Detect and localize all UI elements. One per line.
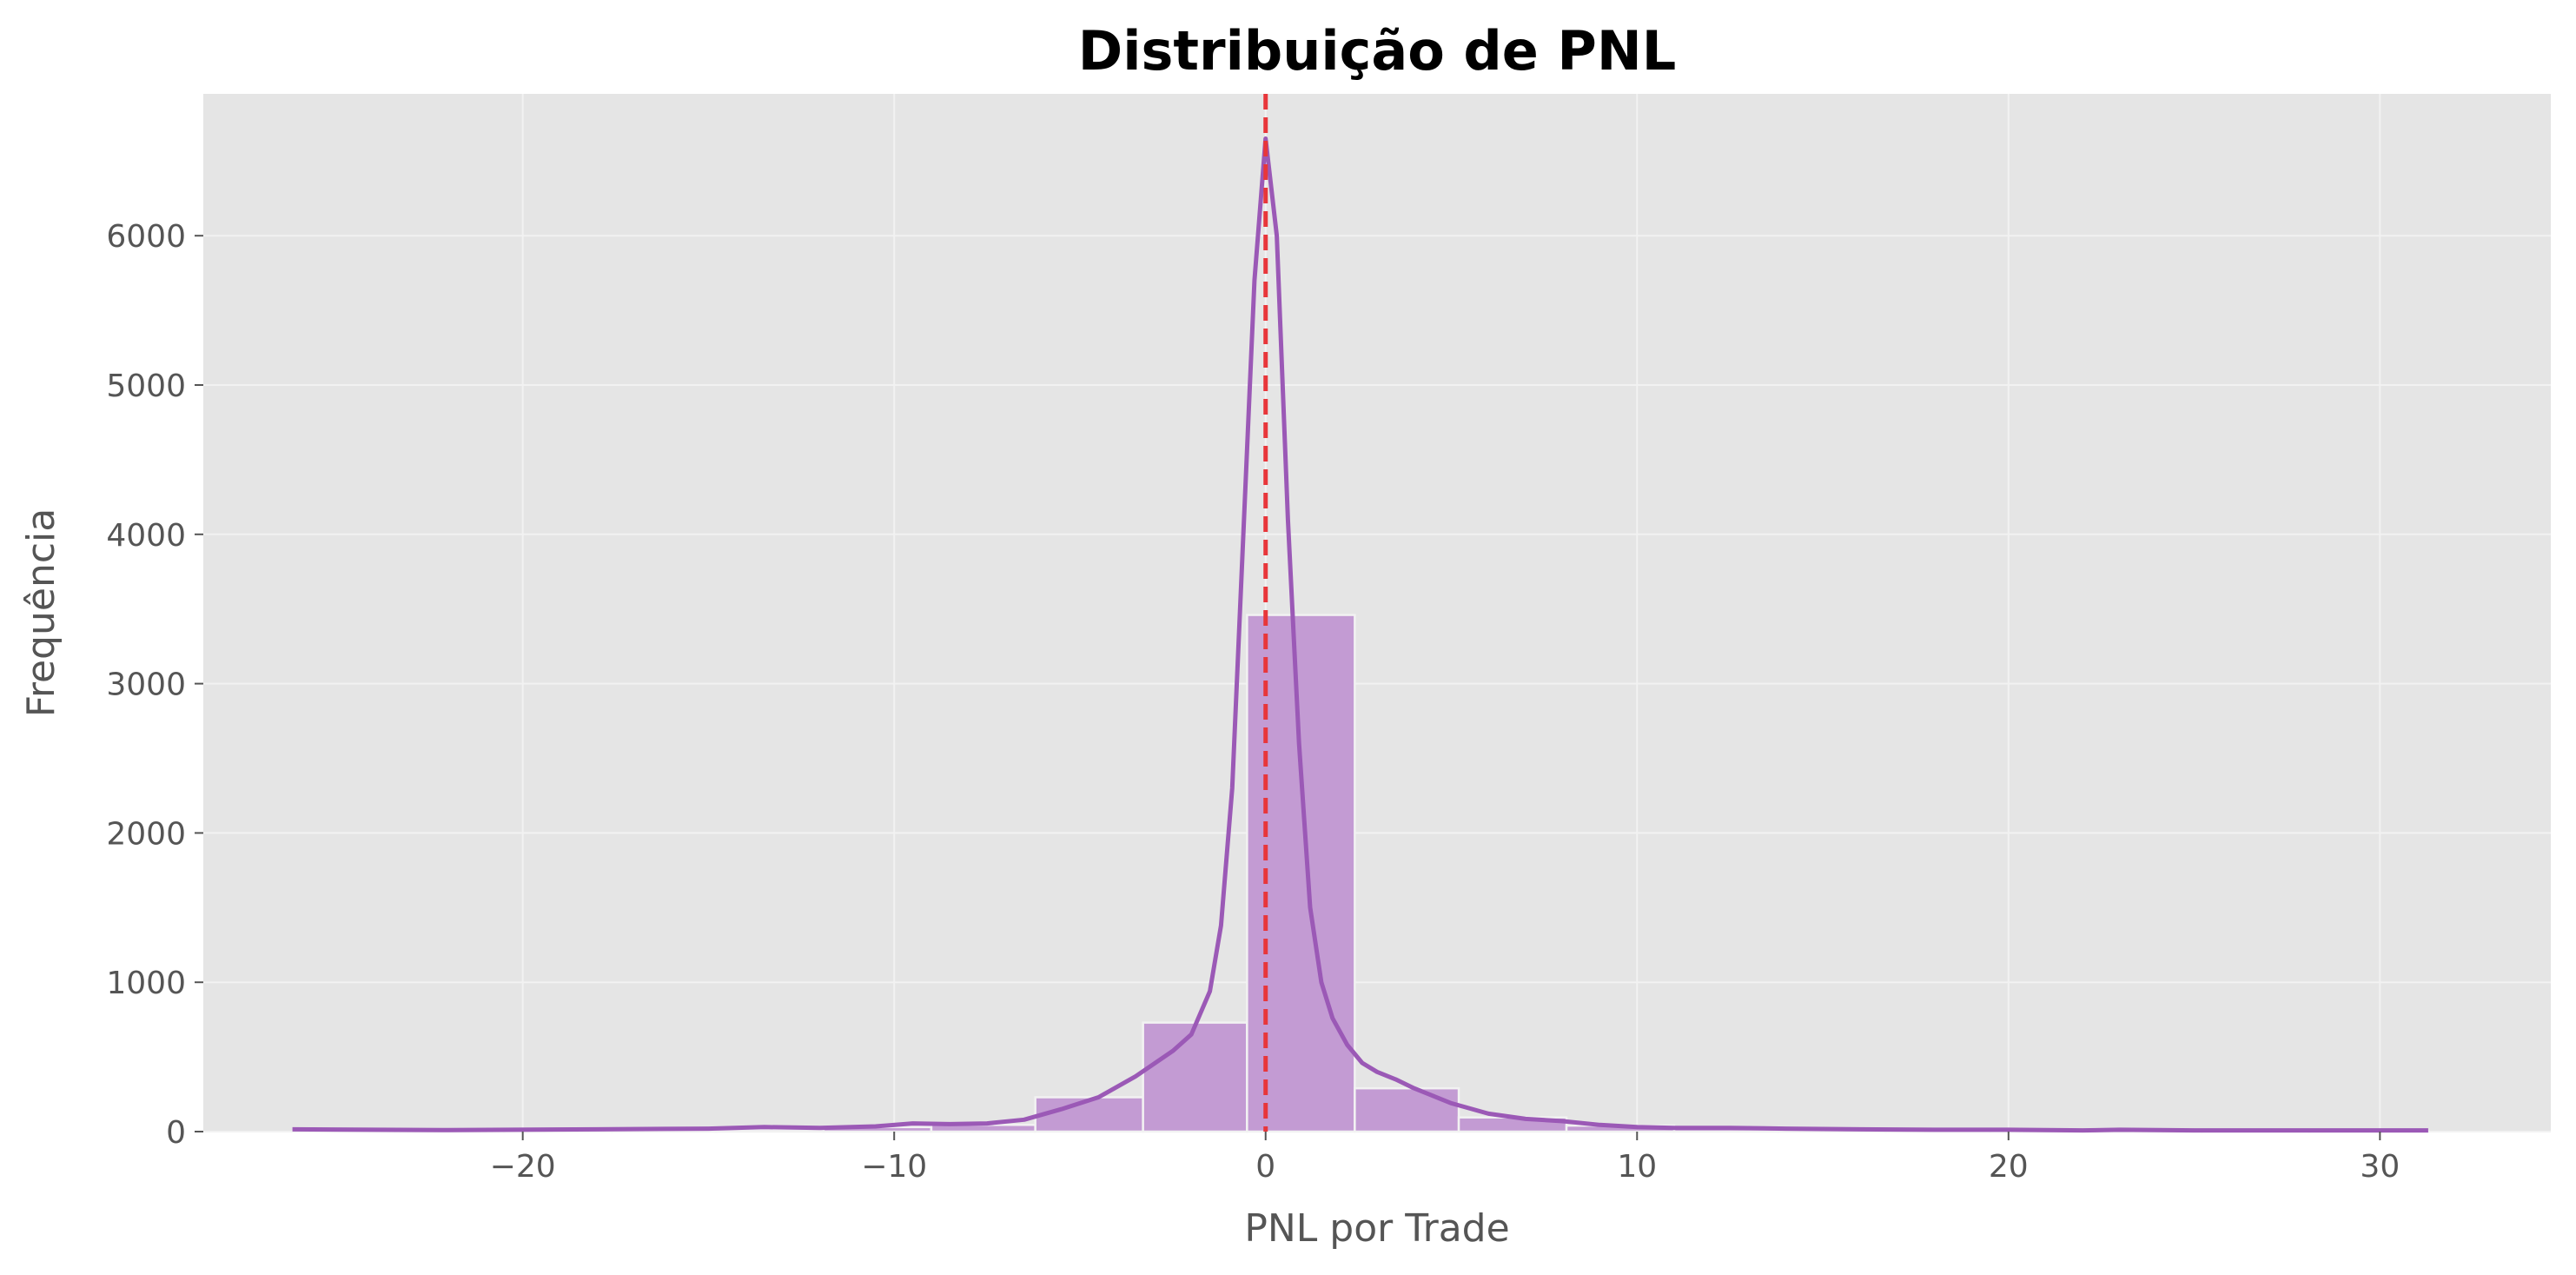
y-tick-label: 0 bbox=[166, 1115, 186, 1151]
y-tick-label: 4000 bbox=[106, 518, 186, 554]
x-axis-label: PNL por Trade bbox=[1244, 1206, 1509, 1251]
x-tick-label: 30 bbox=[2360, 1149, 2400, 1185]
y-tick-label: 6000 bbox=[106, 219, 186, 255]
y-tick-label: 1000 bbox=[106, 966, 186, 1001]
y-tick-label: 2000 bbox=[106, 816, 186, 852]
x-tick-label: 20 bbox=[1989, 1149, 2029, 1185]
chart-title: Distribuição de PNL bbox=[1078, 19, 1676, 83]
kde-curve bbox=[292, 136, 2428, 1133]
y-axis-ticks: 0 1000 2000 3000 4000 5000 6000 bbox=[106, 219, 203, 1151]
histogram-bar bbox=[1354, 1086, 1460, 1133]
x-axis-ticks: −20 −10 0 10 20 30 bbox=[490, 1132, 2400, 1185]
plot-area bbox=[203, 94, 2551, 1132]
y-tick-label: 3000 bbox=[106, 667, 186, 703]
x-tick-label: −20 bbox=[490, 1149, 556, 1185]
histogram-bar bbox=[1034, 1096, 1144, 1133]
y-tick-label: 5000 bbox=[106, 369, 186, 404]
x-tick-label: −10 bbox=[861, 1149, 927, 1185]
y-axis-label: Frequência bbox=[19, 508, 63, 717]
histogram-bar bbox=[1142, 1021, 1248, 1133]
x-tick-label: 10 bbox=[1617, 1149, 1657, 1185]
histogram-bar bbox=[1246, 614, 1356, 1133]
x-tick-label: 0 bbox=[1255, 1149, 1275, 1185]
histogram-bars bbox=[291, 614, 2430, 1133]
